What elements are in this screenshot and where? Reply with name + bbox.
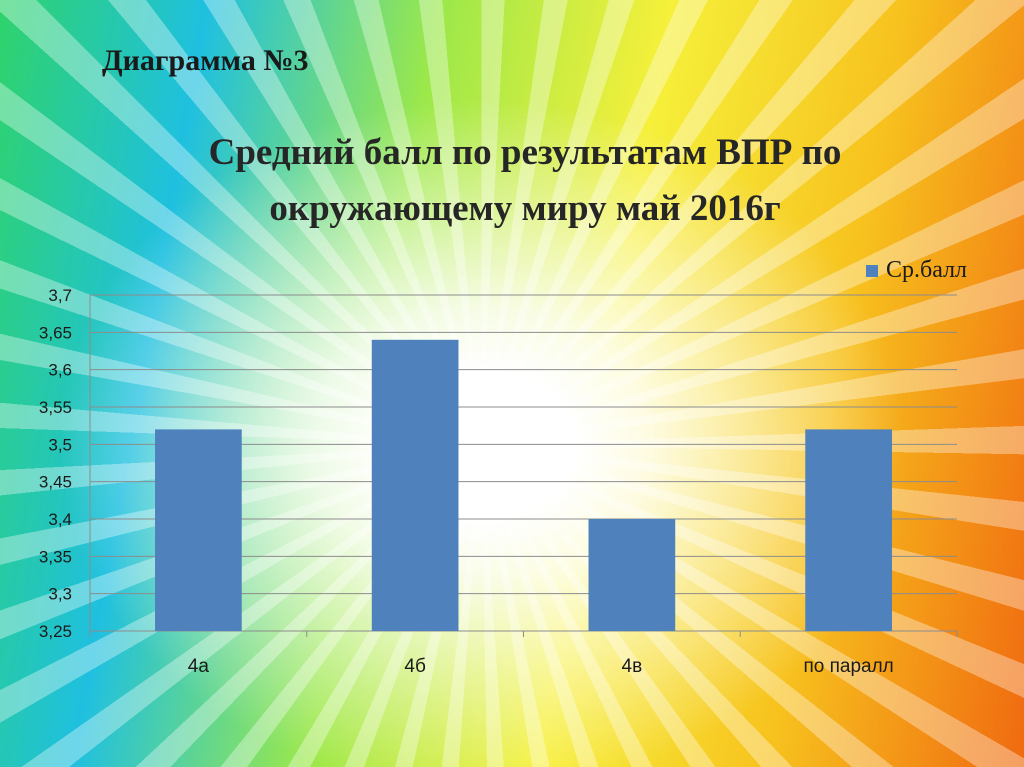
y-tick-label: 3,55 [39, 398, 72, 417]
y-tick-label: 3,35 [39, 547, 72, 566]
slide-label: Диаграмма №3 [102, 44, 309, 77]
chart-title-line-1: Средний балл по результатам ВПР по [208, 132, 842, 173]
bar [805, 429, 892, 631]
chart-legend: Ср.балл [866, 257, 967, 284]
bar [588, 519, 676, 631]
y-tick-label: 3,45 [39, 473, 72, 492]
y-tick-label: 3,3 [48, 585, 72, 604]
y-tick-label: 3,65 [39, 323, 72, 342]
x-tick-label: 4б [404, 656, 426, 677]
legend-swatch [866, 264, 878, 277]
y-tick-label: 3,7 [48, 286, 72, 305]
x-tick-label: 4а [188, 656, 210, 677]
y-tick-label: 3,6 [48, 361, 72, 380]
legend-label: Ср.балл [886, 257, 968, 283]
y-tick-label: 3,5 [48, 435, 72, 454]
chart-title: Средний балл по результатам ВПР по окруж… [120, 125, 930, 237]
y-tick-label: 3,25 [39, 622, 72, 641]
x-tick-label: 4в [622, 656, 643, 677]
bar [371, 339, 459, 631]
x-tick-label: по паралл [803, 656, 893, 677]
bar [155, 429, 242, 631]
chart-title-line-2: окружающему миру май 2016г [269, 188, 781, 229]
y-tick-label: 3,4 [48, 510, 72, 529]
